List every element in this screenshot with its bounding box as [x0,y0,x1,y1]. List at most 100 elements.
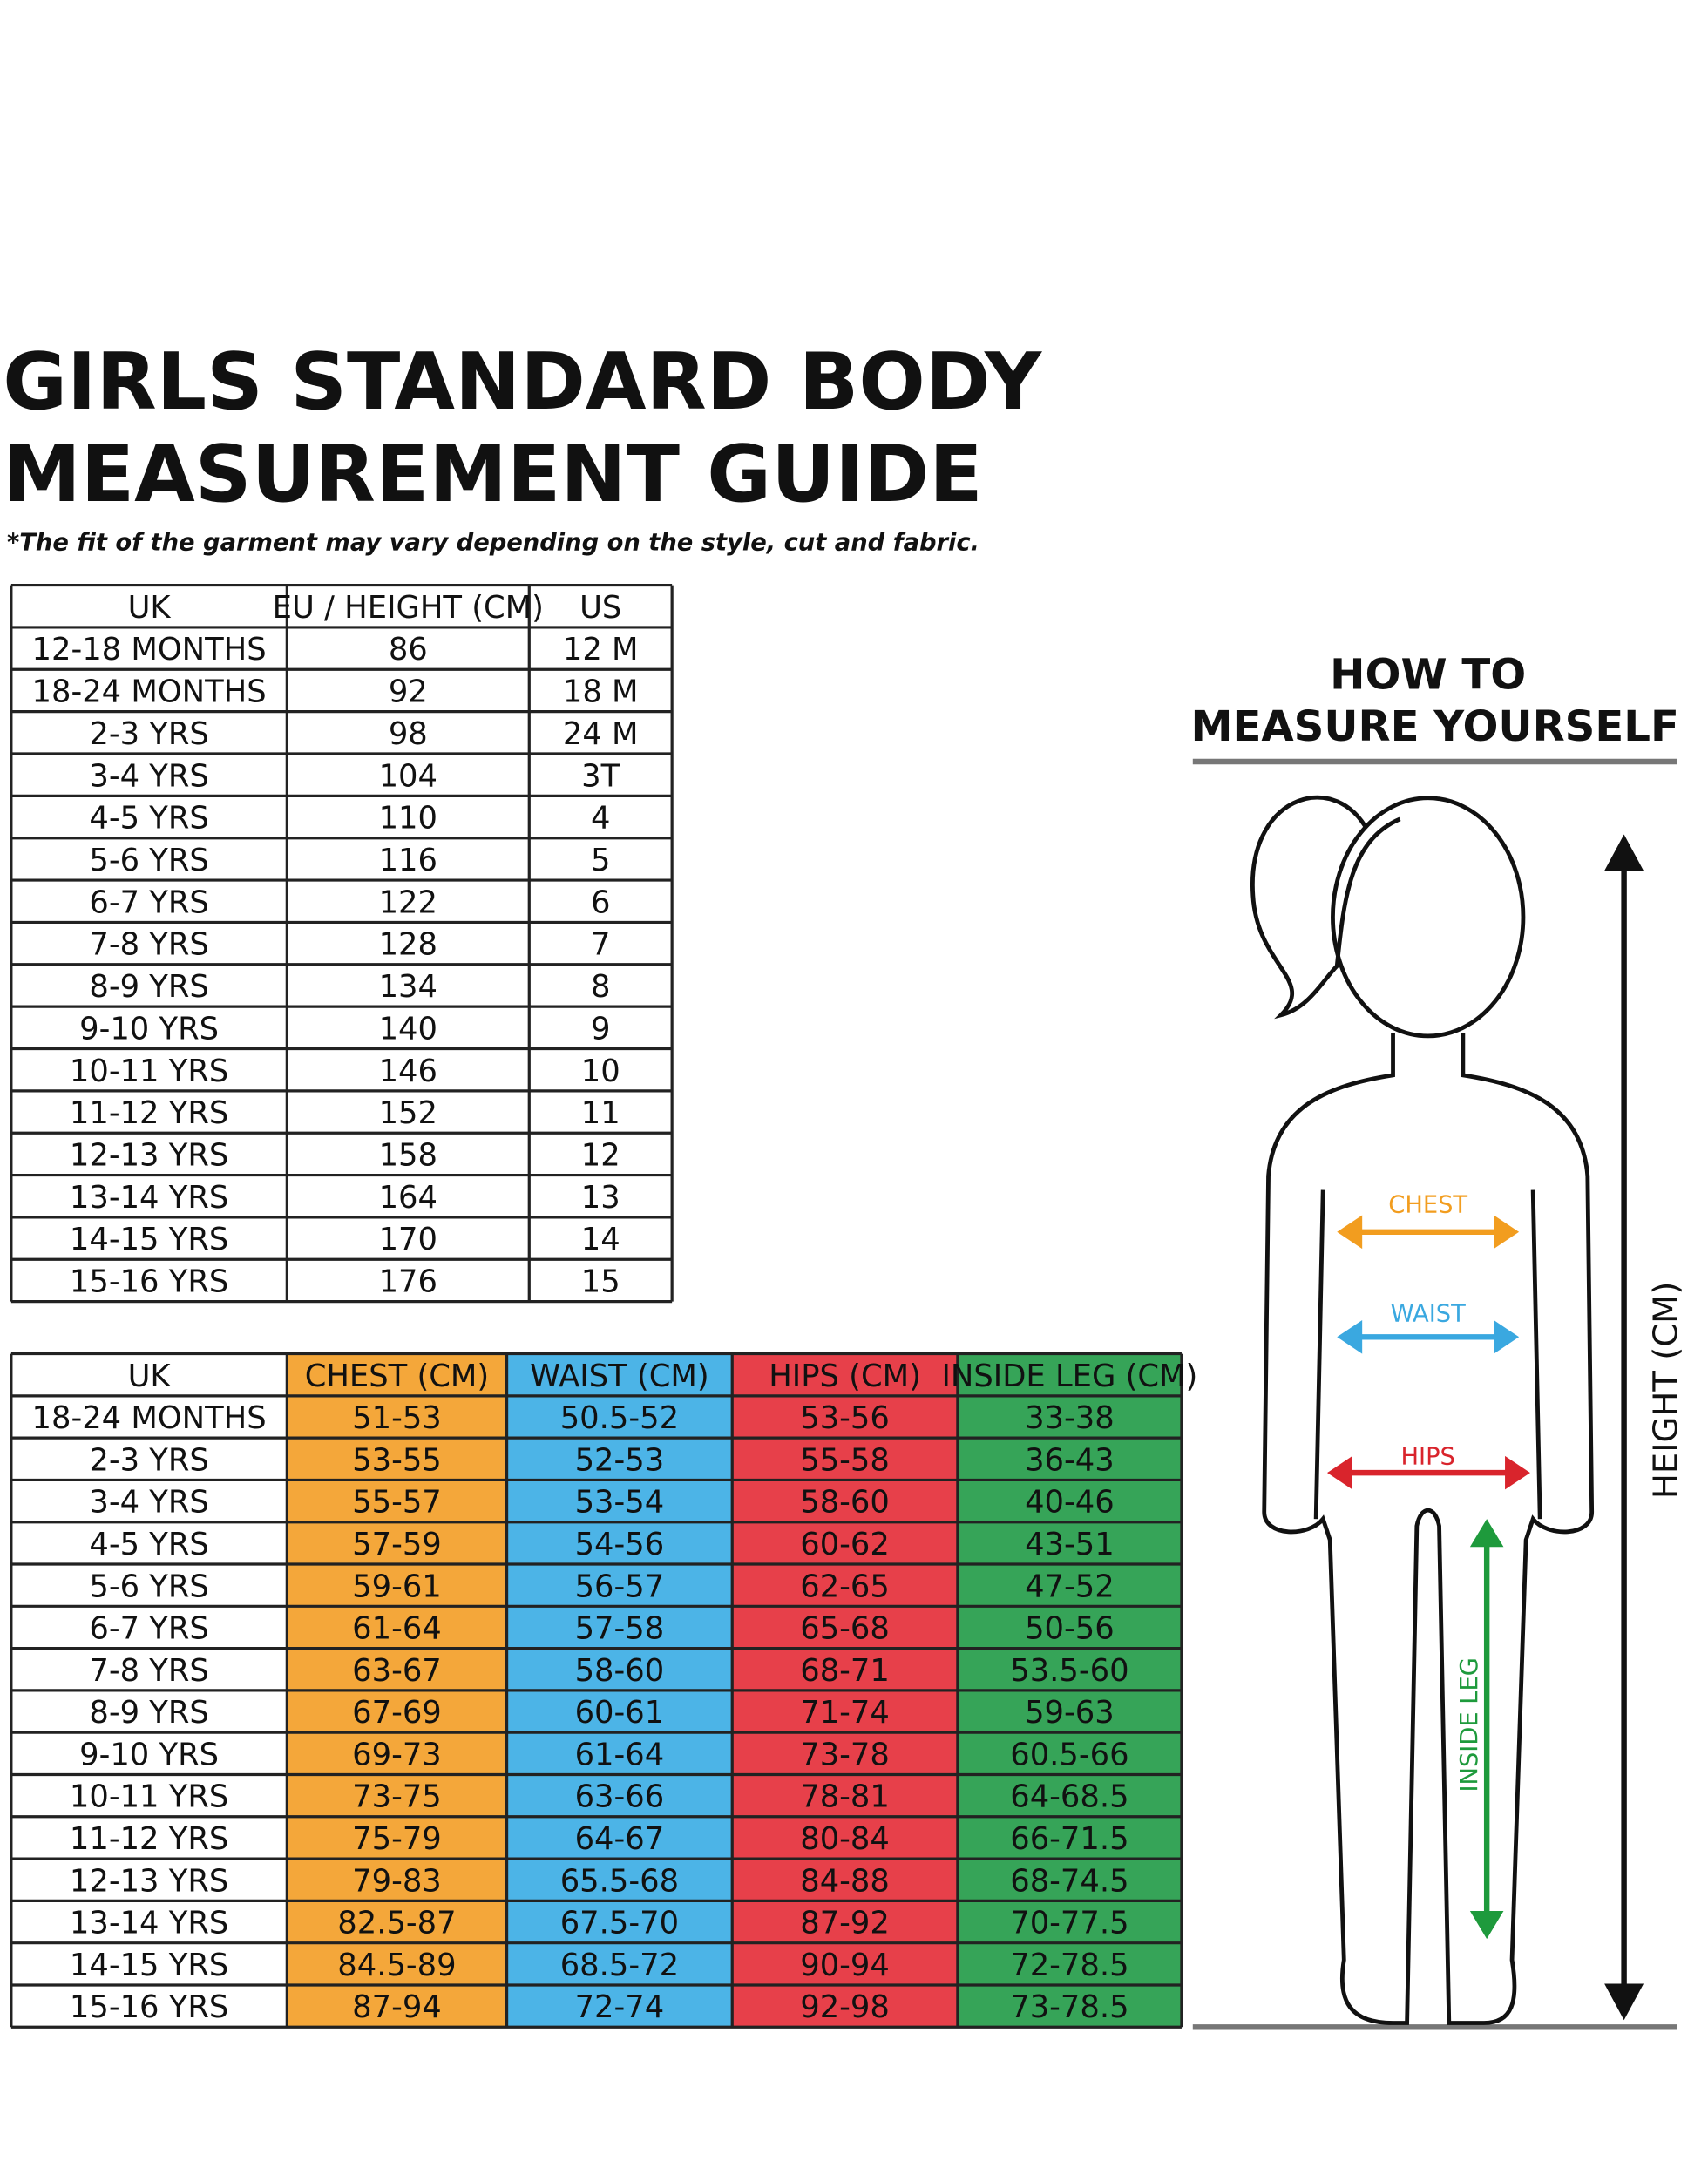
silhouette [1250,795,1595,2025]
cell-text: 51-53 [352,1400,442,1436]
hips-label: HIPS [1401,1443,1455,1470]
cell-text: 12 [581,1137,620,1173]
cell-text: 10-11 YRS [70,1054,228,1089]
cell-text: 13 [581,1180,620,1216]
cell-text: 8 [591,969,610,1005]
cell-text: 12-18 MONTHS [32,632,267,667]
cell-text: 68-71 [800,1653,890,1689]
cell-text: 62-65 [800,1569,890,1604]
title-line: MEASUREMENT GUIDE [3,429,983,520]
head [1331,796,1526,1039]
cell-text: 58-60 [800,1485,890,1521]
cell-text: 40-46 [1025,1485,1115,1521]
cell-text: 92-98 [800,1989,890,2025]
cell-text: 36-43 [1025,1442,1115,1478]
cell-text: 56-57 [575,1569,665,1604]
cell-text: 64-67 [575,1821,665,1857]
measurement-table: UK CHEST (CM) WAIST (CM) HIPS (CM) INSIDE LE… [10,1352,1197,2029]
cell-text: 3T [581,758,620,794]
cell-text: 11-12 YRS [70,1095,228,1131]
cell-text: 72-74 [575,1989,665,2025]
cell-text: 64-68.5 [1010,1779,1128,1815]
cell-text: 3-4 YRS [89,1485,208,1521]
cell-text: 15 [581,1264,620,1300]
cell-text: 9 [591,1011,610,1047]
cell-text: 73-75 [352,1779,442,1815]
cell-text: 63-66 [575,1779,665,1815]
cell-text: 78-81 [800,1779,890,1815]
cell-text: 57-58 [575,1611,665,1647]
diagram: HOW TO MEASURE YOURSELF CHEST WAIST HIPS… [1191,650,1686,2030]
cell-text: 9-10 YRS [79,1737,219,1772]
cell-text: 7-8 YRS [89,1653,208,1689]
cell-text: 6-7 YRS [89,884,208,920]
cell-text: 59-63 [1025,1695,1115,1731]
cell-text: 73-78 [800,1737,890,1772]
cell-text: 140 [379,1011,437,1047]
cell-text: 75-79 [352,1821,442,1857]
ponytail [1250,795,1401,1020]
cell-text: 13-14 YRS [70,1180,228,1216]
note: *The fit of the garment may vary dependi… [7,529,979,556]
cell-text: 10-11 YRS [70,1779,228,1815]
cell-text: 86 [389,632,428,667]
cell-text: 18-24 MONTHS [32,674,267,710]
cell-text: 2-3 YRS [89,1442,208,1478]
waist-label: WAIST [1391,1301,1467,1328]
cell-text: 104 [379,758,437,794]
column-header: US [580,590,621,626]
cell-text: 110 [379,801,437,837]
cell-text: 50.5-52 [560,1400,679,1436]
cell-text: 2-3 YRS [89,716,208,752]
cell-text: 152 [379,1095,437,1131]
cell-text: 50-56 [1025,1611,1115,1647]
body [1262,1033,1595,2025]
cell-text: 73-78.5 [1010,1989,1128,2025]
cell-text: 9-10 YRS [79,1011,219,1047]
cell-text: 65-68 [800,1611,890,1647]
cell-text: 134 [379,969,437,1005]
cell-text: 4-5 YRS [89,801,208,837]
cell-text: 122 [379,884,437,920]
cell-text: 128 [379,927,437,963]
cell-text: 116 [379,843,437,878]
cell-text: 71-74 [800,1695,890,1731]
cell-text: 158 [379,1137,437,1173]
cell-text: 60-62 [800,1527,890,1562]
cell-text: 66-71.5 [1010,1821,1128,1857]
cell-text: 24 M [563,716,639,752]
column-header: UK [128,590,172,626]
cell-text: 14 [581,1222,620,1257]
arrows [1327,834,1644,2021]
inside-leg-label: INSIDE LEG [1456,1657,1483,1792]
column-header: WAIST (CM) [530,1359,709,1394]
cell-text: 8-9 YRS [89,1695,208,1731]
cell-text: 68-74.5 [1010,1863,1128,1899]
cell-text: 55-57 [352,1485,442,1521]
cell-text: 164 [379,1180,437,1216]
cell-text: 65.5-68 [560,1863,679,1899]
diagram-title: MEASURE YOURSELF [1191,702,1679,751]
cell-text: 52-53 [575,1442,665,1478]
cell-text: 176 [379,1264,437,1300]
cell-text: 5 [591,843,610,878]
cell-text: 8-9 YRS [89,969,208,1005]
cell-text: 80-84 [800,1821,890,1857]
cell-text: 55-58 [800,1442,890,1478]
title-line: GIRLS STANDARD BODY [3,336,1043,428]
cell-text: 15-16 YRS [70,1989,228,2025]
cell-text: 90-94 [800,1948,890,1983]
cell-text: 63-67 [352,1653,442,1689]
cell-text: 5-6 YRS [89,843,208,878]
cell-text: 47-52 [1025,1569,1115,1604]
cell-text: 11 [581,1095,620,1131]
arms [1313,1189,1542,1520]
cell-text: 14-15 YRS [70,1948,228,1983]
cell-text: 53.5-60 [1010,1653,1128,1689]
cell-text: 11-12 YRS [70,1821,228,1857]
cell-text: 58-60 [575,1653,665,1689]
cell-text: 87-94 [352,1989,442,2025]
cell-text: 33-38 [1025,1400,1115,1436]
cell-text: 3-4 YRS [89,758,208,794]
